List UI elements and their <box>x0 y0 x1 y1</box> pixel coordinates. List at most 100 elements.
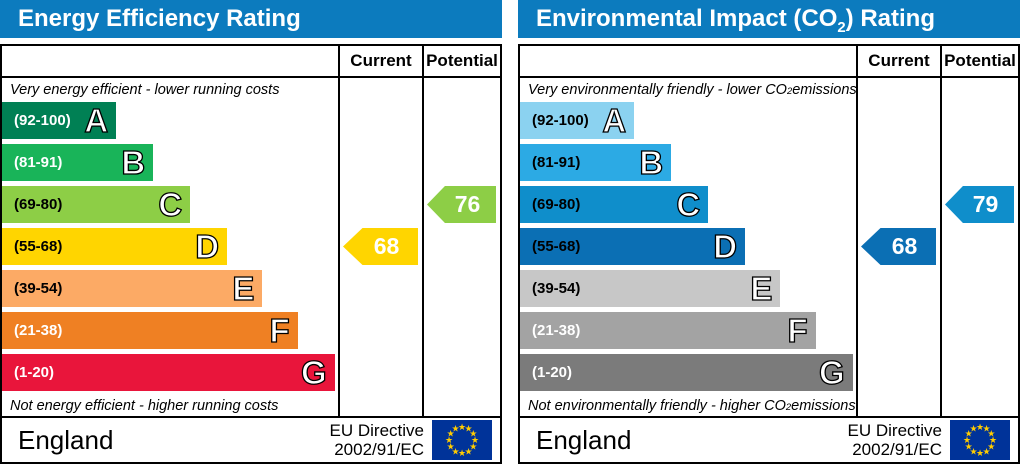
caption-subscript: 2 <box>786 84 793 96</box>
table-header-row: Current Potential <box>2 46 500 78</box>
band-g: (1-20) G <box>2 353 335 392</box>
title-text-suffix: ) Rating <box>845 5 935 32</box>
band-d: (55-68) D <box>520 227 746 266</box>
caption-text: Not energy efficient - higher running co… <box>10 398 279 414</box>
energy-efficiency-panel: Energy Efficiency Rating Current Potenti… <box>0 0 502 464</box>
eu-flag-background <box>950 420 1010 460</box>
eu-flag-star-icon: ★ <box>464 446 472 456</box>
caption-top: Very environmentally friendly - lower CO… <box>520 78 856 102</box>
eu-flag-star-icon: ★ <box>982 446 990 456</box>
band-letter: B <box>121 143 146 181</box>
band-f: (21-38) F <box>520 311 816 350</box>
eu-flag-star-icon: ★ <box>445 435 453 445</box>
eu-flag-star-icon: ★ <box>458 422 466 432</box>
band-c: (69-80) C <box>2 185 191 224</box>
band-range-label: (39-54) <box>14 280 63 297</box>
title-subscript: 2 <box>837 19 846 36</box>
potential-column: 76 <box>422 78 500 416</box>
eu-directive-line1: EU Directive <box>847 420 942 440</box>
current-column-header: Current <box>856 46 940 76</box>
caption-bottom: Not energy efficient - higher running co… <box>2 396 338 416</box>
table-footer: England EU Directive 2002/91/EC ★ ★ ★ ★ ★ ★ ★ ★… <box>2 416 500 462</box>
title-text: Energy Efficiency Rating <box>18 5 301 32</box>
environmental-impact-panel: Environmental Impact (CO2) Rating Curren… <box>518 0 1020 464</box>
band-range-label: (21-38) <box>14 322 63 339</box>
band-range-label: (92-100) <box>14 112 71 129</box>
eu-flag-star-icon: ★ <box>451 446 459 456</box>
eu-directive-text: EU Directive 2002/91/EC <box>848 421 942 459</box>
eu-flag-icon: ★★★★★★★★★★★★ <box>432 420 492 460</box>
bands-column: Very environmentally friendly - lower CO… <box>520 78 856 416</box>
current-rating-arrow: 68 <box>343 228 418 265</box>
energy-efficiency-title: Energy Efficiency Rating <box>0 0 502 38</box>
caption-subscript: 2 <box>785 400 792 412</box>
band-letter: F <box>787 311 808 349</box>
eu-flag-star-icon: ★ <box>447 429 455 439</box>
band-letter: C <box>676 185 701 223</box>
potential-column-header: Potential <box>940 46 1018 76</box>
band-d: (55-68) D <box>2 227 228 266</box>
eu-directive-line1: EU Directive <box>329 420 424 440</box>
table-header-row: Current Potential <box>520 46 1018 78</box>
eu-flag-star-icon: ★ <box>982 424 990 434</box>
header-spacer <box>520 46 856 76</box>
band-range-label: (69-80) <box>532 196 581 213</box>
band-letter: F <box>269 311 290 349</box>
band-letter: D <box>195 227 220 265</box>
eu-flag-background <box>432 420 492 460</box>
header-spacer <box>2 46 338 76</box>
band-range-label: (69-80) <box>14 196 63 213</box>
band-f: (21-38) F <box>2 311 298 350</box>
eu-directive-text: EU Directive 2002/91/EC <box>330 421 424 459</box>
potential-column-header: Potential <box>422 46 500 76</box>
co2-rating-table: Current Potential Very environmentally f… <box>518 44 1020 464</box>
region-label: England <box>18 424 114 455</box>
chart-body: Very environmentally friendly - lower CO… <box>520 78 1018 416</box>
eu-flag-star-icon: ★ <box>989 435 997 445</box>
band-range-label: (92-100) <box>532 112 589 129</box>
potential-rating-arrow: 76 <box>427 186 496 223</box>
band-g: (1-20) G <box>520 353 853 392</box>
current-column: 68 <box>856 78 940 416</box>
eu-flag-star-icon: ★ <box>451 424 459 434</box>
band-range-label: (55-68) <box>532 238 581 255</box>
title-text: Environmental Impact (CO <box>536 5 838 32</box>
eu-flag-star-icon: ★ <box>976 422 984 432</box>
eu-directive-line2: 2002/91/EC <box>334 440 424 459</box>
band-range-label: (81-91) <box>14 154 63 171</box>
table-footer: England EU Directive 2002/91/EC ★ ★ ★ ★ ★ ★ ★ ★… <box>520 416 1018 462</box>
band-letter: C <box>158 185 183 223</box>
bands-column: Very energy efficient - lower running co… <box>2 78 338 416</box>
band-letter: A <box>84 101 109 139</box>
eu-flag-star-icon: ★ <box>471 435 479 445</box>
eu-flag-star-icon: ★ <box>976 448 984 458</box>
potential-rating-value: 79 <box>972 191 999 217</box>
band-range-label: (55-68) <box>14 238 63 255</box>
band-c: (69-80) C <box>520 185 709 224</box>
potential-rating-arrow: 79 <box>945 186 1014 223</box>
eu-flag-star-icon: ★ <box>987 442 995 452</box>
band-letter: B <box>639 143 664 181</box>
caption-text: Not environmentally friendly - higher CO <box>528 398 786 414</box>
band-a: (92-100) A <box>520 101 635 140</box>
eu-flag-star-icon: ★ <box>969 424 977 434</box>
current-rating-value: 68 <box>891 233 918 259</box>
eu-flag-star-icon: ★ <box>987 429 995 439</box>
caption-text-suffix: emissions <box>791 398 856 414</box>
band-range-label: (21-38) <box>532 322 581 339</box>
caption-top: Very energy efficient - lower running co… <box>2 78 338 102</box>
band-b: (81-91) B <box>520 143 672 182</box>
band-range-label: (39-54) <box>532 280 581 297</box>
current-column-header: Current <box>338 46 422 76</box>
current-rating-value: 68 <box>373 233 400 259</box>
environmental-impact-title: Environmental Impact (CO2) Rating <box>518 0 1020 38</box>
eu-flag-star-icon: ★ <box>965 442 973 452</box>
eu-flag-star-icon: ★ <box>965 429 973 439</box>
caption-text: Very energy efficient - lower running co… <box>10 82 280 98</box>
band-letter: E <box>750 269 773 307</box>
band-letter: E <box>232 269 255 307</box>
band-letter: G <box>300 353 327 391</box>
band-range-label: (81-91) <box>532 154 581 171</box>
eu-flag-star-icon: ★ <box>447 442 455 452</box>
